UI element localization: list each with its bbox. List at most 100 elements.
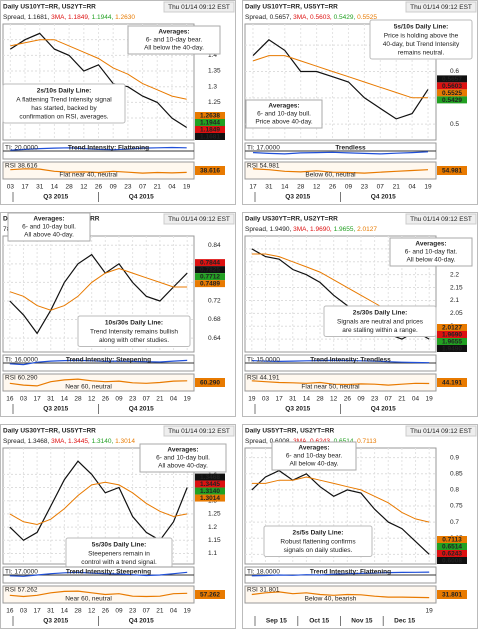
x-tick-label: 23: [371, 396, 379, 403]
annotation-text: Price is holding above the: [384, 33, 459, 40]
price-label: 0.7844: [200, 260, 220, 267]
averages-text: 6- and 10-day bear.: [286, 453, 343, 460]
y-tick-label: 1.1: [208, 550, 217, 557]
ti-label: TI: 15.0000: [247, 357, 280, 364]
averages-text: 6- and 10-day bull.: [257, 111, 311, 118]
x-tick-label: 28: [297, 184, 305, 191]
annotation-title: 2s/30s Daily Line:: [353, 310, 408, 317]
y-tick-label: 0.7: [450, 519, 459, 526]
header-part: 0.5429,: [334, 14, 358, 21]
x-tick-label: 07: [143, 608, 151, 615]
rsi-value: 44.191: [442, 380, 462, 387]
price-label: 1.1849: [200, 127, 220, 134]
rsi-label: RSI 38.616: [5, 163, 38, 170]
ti-line: [10, 146, 187, 151]
price-box: [195, 112, 225, 119]
averages-box: [271, 441, 357, 471]
period-label: Q4 2015: [129, 406, 154, 413]
date-box: [163, 1, 235, 13]
price-label: 1.1944: [200, 120, 220, 127]
period-label: Dec 15: [394, 618, 415, 625]
x-tick-label: 31: [289, 396, 297, 403]
x-tick-label: 21: [398, 396, 406, 403]
chart-panel: Daily US10YT=RR, US2YT=RR Thu 01/14 09:12…: [0, 0, 236, 205]
x-tick-label: 26: [95, 184, 103, 191]
x-tick-label: 12: [80, 184, 88, 191]
price-box: [437, 324, 467, 331]
annotation-text: along with other studies.: [99, 337, 169, 344]
x-tick-label: 28: [74, 608, 82, 615]
y-tick-label: 1.15: [208, 537, 221, 544]
header-part: 0.7113: [357, 438, 377, 445]
x-tick-label: 17: [33, 608, 41, 615]
averages-text: 6- and 10-day bull.: [156, 455, 210, 462]
period-label: Q4 2015: [371, 194, 396, 201]
price-label: 0.5429: [442, 97, 462, 104]
annotation-title: 5s/30s Daily Line:: [92, 542, 147, 549]
rsi-value-box: [195, 590, 225, 599]
annotation-text: signals on daily studies.: [284, 547, 353, 554]
price-label: 1.3468: [200, 474, 220, 481]
rsi-text: Below 40, bearish: [305, 596, 357, 603]
averages-box: [139, 443, 227, 473]
averages-text: Averages:: [158, 29, 189, 36]
averages-text: Price above 40-day.: [255, 119, 313, 126]
price-label: 0.7712: [200, 274, 220, 281]
x-tick-label: 04: [170, 396, 178, 403]
date-box: [405, 425, 477, 437]
price-box: [195, 266, 225, 274]
x-tick-label: 28: [316, 396, 324, 403]
x-tick-label: 09: [115, 396, 123, 403]
x-tick-label: 31: [265, 184, 273, 191]
period-label: Q4 2015: [129, 618, 154, 625]
x-tick-label: 17: [249, 184, 257, 191]
price-box: [195, 126, 225, 133]
price-box: [437, 536, 467, 543]
period-label: Q3 2015: [285, 194, 310, 201]
annotation-box: [369, 19, 473, 60]
ti-label: TI: 20.0000: [5, 145, 38, 152]
date-box: [405, 1, 477, 13]
y-tick-label: 2.2: [450, 271, 459, 278]
x-tick-label: 26: [329, 184, 337, 191]
price-box: [437, 82, 467, 90]
x-tick-label: 07: [385, 396, 393, 403]
rsi-value-box: [195, 166, 225, 175]
x-tick-label: 04: [412, 396, 420, 403]
ti-line: [252, 151, 429, 155]
price-box: [195, 494, 225, 502]
x-tick-label: 14: [61, 608, 69, 615]
period-label: Q3 2015: [43, 618, 68, 625]
x-tick-label: 28: [65, 184, 73, 191]
spread-header: Spread, 0.5657, 3MA, 0.5603, 0.5429, 0.5…: [245, 14, 377, 21]
y-tick-label: 1.3: [208, 83, 217, 90]
x-tick-label: 19: [426, 608, 434, 615]
period-label: Q3 2015: [43, 406, 68, 413]
price-line: [10, 39, 187, 100]
x-tick-label: 07: [377, 184, 385, 191]
x-tick-label: 09: [115, 608, 123, 615]
chart-title: Daily US5YT=RR, US2YT=RR: [245, 428, 335, 435]
y-tick-label: 1.4: [208, 52, 217, 59]
averages-text: Averages:: [298, 445, 329, 452]
price-line: [252, 39, 429, 120]
rsi-line: [251, 591, 430, 599]
averages-text: All below 40-day.: [289, 461, 338, 468]
date: Thu 01/14 09:12 EST: [410, 428, 472, 435]
y-tick-label: 1.25: [208, 511, 221, 518]
rsi-text: Flat near 50, neutral: [301, 384, 360, 391]
x-tick-label: 19: [426, 396, 434, 403]
chart-panel: Daily US30YT=RR, US5YT=RR Thu 01/14 09:12…: [0, 424, 236, 629]
price-box: [195, 273, 225, 281]
annotation-text: Trend Intensity remains bullish: [90, 329, 178, 336]
annotation-title: 2s/5s Daily Line:: [293, 530, 344, 537]
x-tick-label: 21: [156, 608, 164, 615]
price-line: [251, 248, 430, 340]
x-tick-label: 09: [357, 396, 365, 403]
period-label: Nov 15: [351, 618, 373, 625]
annotation-title: 2s/10s Daily Line:: [37, 88, 92, 95]
y-tick-label: 0.85: [450, 470, 463, 477]
annotation-text: confirmation on RSI, averages.: [19, 114, 108, 121]
averages-box: [7, 212, 91, 242]
x-tick-label: 12: [313, 184, 321, 191]
